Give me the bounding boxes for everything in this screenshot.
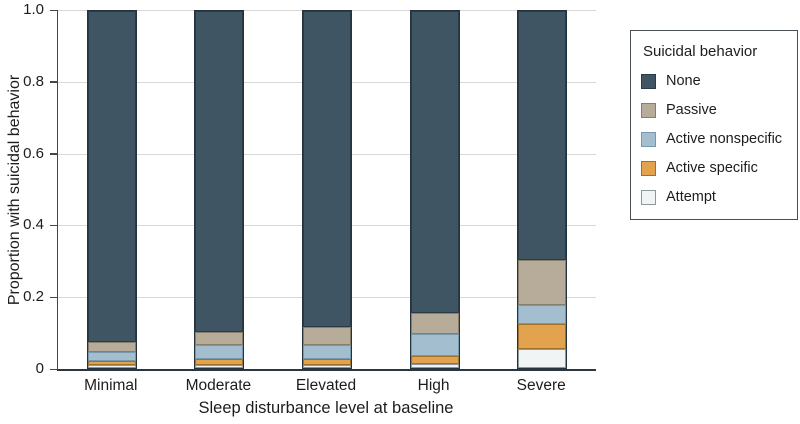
segment-active-specific xyxy=(518,323,567,350)
legend-items: None Passive Active nonspecific Active spec… xyxy=(641,73,789,205)
segment-none xyxy=(302,11,351,327)
segment-active-nonspecific xyxy=(410,334,459,357)
legend-title: Suicidal behavior xyxy=(643,43,758,60)
x-label-moderate: Moderate xyxy=(185,377,252,394)
segment-attempt xyxy=(518,349,567,368)
segment-passive xyxy=(302,326,351,345)
bar-minimal xyxy=(86,10,137,369)
segment-passive xyxy=(87,342,136,353)
segment-active-nonspecific xyxy=(518,304,567,324)
legend-label: Active specific xyxy=(666,160,758,176)
segment-attempt xyxy=(302,365,351,368)
legend-item-active-specific: Active specific xyxy=(641,160,789,176)
x-axis-category-labels: Minimal Moderate Elevated High Severe xyxy=(57,377,595,395)
legend-label: Attempt xyxy=(666,189,716,205)
legend-label: Active nonspecific xyxy=(666,131,783,147)
legend-label: Passive xyxy=(666,102,717,118)
legend-swatch-none xyxy=(641,73,656,89)
legend-item-attempt: Attempt xyxy=(641,189,789,205)
segment-active-nonspecific xyxy=(302,344,351,359)
bar-elevated xyxy=(301,10,352,369)
legend-swatch-passive xyxy=(641,102,656,118)
x-label-elevated: Elevated xyxy=(295,377,357,394)
legend-swatch-active-specific xyxy=(641,160,656,176)
x-label-minimal: Minimal xyxy=(84,377,138,394)
x-axis-title: Sleep disturbance level at baseline xyxy=(198,399,454,417)
segment-passive xyxy=(410,312,459,335)
segment-none xyxy=(518,11,567,261)
y-tick-mark xyxy=(50,296,57,299)
y-axis: 0 0.2 0.4 0.6 0.8 1.0 xyxy=(0,2,57,377)
legend-item-none: None xyxy=(641,73,789,89)
bar-severe xyxy=(517,10,568,369)
legend-swatch-active-nonspecific xyxy=(641,131,656,147)
segment-passive xyxy=(518,260,567,305)
bar-moderate xyxy=(194,10,245,369)
y-tick-label: 0.6 xyxy=(23,144,44,162)
x-label-severe: Severe xyxy=(516,377,566,394)
y-tick-mark xyxy=(50,368,57,370)
segment-active-nonspecific xyxy=(195,345,244,360)
legend-item-passive: Passive xyxy=(641,102,789,118)
x-label-high: High xyxy=(417,377,450,394)
legend-swatch-attempt xyxy=(641,189,656,205)
segment-active-specific xyxy=(87,361,136,366)
segment-none xyxy=(195,11,244,333)
y-tick-mark xyxy=(50,9,57,11)
y-tick-label: 0.4 xyxy=(23,216,44,234)
y-tick-mark xyxy=(50,81,57,83)
segment-attempt xyxy=(87,365,136,368)
segment-active-nonspecific xyxy=(87,352,136,362)
segment-none xyxy=(87,11,136,343)
plot-area xyxy=(57,10,596,371)
segment-active-specific xyxy=(410,356,459,365)
y-tick-label: 0 xyxy=(35,360,44,377)
y-tick-mark xyxy=(50,224,57,227)
y-tick-label: 1.0 xyxy=(23,1,44,18)
bar-high xyxy=(409,10,460,369)
y-tick-label: 0.8 xyxy=(23,72,44,90)
legend-label: None xyxy=(666,73,701,89)
segment-passive xyxy=(195,332,244,346)
segment-active-specific xyxy=(302,358,351,366)
segment-attempt xyxy=(195,365,244,368)
y-tick-mark xyxy=(50,153,57,155)
segment-none xyxy=(410,11,459,313)
segment-attempt xyxy=(410,364,459,368)
legend: Suicidal behavior None Passive Active nons… xyxy=(630,30,798,220)
segment-active-specific xyxy=(195,359,244,366)
legend-item-active-nonspecific: Active nonspecific xyxy=(641,131,789,147)
y-tick-label: 0.2 xyxy=(23,288,44,306)
